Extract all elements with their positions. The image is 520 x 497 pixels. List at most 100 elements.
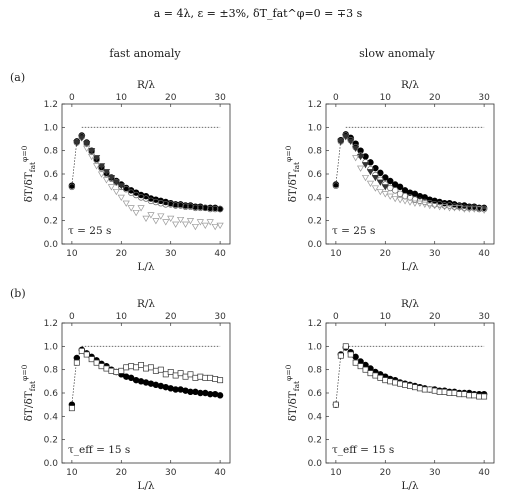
- data-point: [377, 374, 384, 381]
- x-axis-label: L/λ: [137, 261, 155, 273]
- data-point: [103, 365, 110, 372]
- data-point: [347, 138, 355, 146]
- data-point: [132, 209, 140, 217]
- data-point: [342, 134, 350, 141]
- x-tick-label: 30: [429, 468, 441, 478]
- top-x-axis-label: R/λ: [401, 298, 419, 310]
- y-axis-label: δT/δTfatφ=0: [284, 364, 301, 421]
- data-point: [460, 206, 468, 213]
- x-tick-label: 30: [165, 249, 177, 259]
- data-point: [192, 204, 199, 212]
- data-point: [162, 201, 170, 208]
- top-x-tick-label: 10: [380, 93, 392, 103]
- data-point: [152, 218, 160, 225]
- data-point: [396, 183, 404, 191]
- y-tick-label: 0.4: [308, 412, 323, 422]
- data-point: [480, 207, 488, 214]
- panels-group: 0.0 0.2 0.4 0.6 0.8 1.0 1.2 10 20 30 40 0 10 20 30 L/λ R…: [20, 79, 495, 492]
- data-point: [401, 198, 409, 205]
- data-point: [172, 202, 179, 209]
- series-filled-triangle-down: [337, 134, 389, 191]
- plot-frame: [325, 103, 495, 245]
- data-point: [108, 367, 115, 374]
- top-x-tick-label: 0: [69, 312, 75, 322]
- data-point: [387, 177, 394, 185]
- top-x-axis-label: R/λ: [401, 79, 419, 91]
- data-point: [167, 215, 175, 223]
- data-point: [381, 191, 389, 198]
- data-point: [92, 163, 101, 170]
- y-tick-label: 1.0: [308, 342, 323, 352]
- data-point: [102, 169, 111, 176]
- data-point: [411, 200, 419, 207]
- top-x-tick-label: 30: [478, 93, 490, 103]
- data-point: [392, 379, 399, 386]
- x-axis-label: L/λ: [401, 480, 419, 492]
- data-point: [187, 203, 194, 210]
- data-point: [431, 202, 439, 210]
- series-open-square: [332, 343, 488, 408]
- series-filled-circle: [332, 131, 488, 212]
- data-point: [202, 374, 209, 381]
- series-connector: [71, 349, 83, 405]
- series-open-triangle-down: [83, 145, 224, 231]
- data-point: [382, 377, 389, 384]
- x-tick-label: 10: [66, 468, 78, 478]
- data-point: [138, 362, 145, 368]
- x-tick-label: 10: [330, 468, 342, 478]
- data-point: [123, 364, 130, 371]
- y-tick-label: 0.8: [44, 366, 59, 376]
- data-point: [381, 184, 389, 191]
- data-point: [216, 392, 224, 399]
- data-point: [157, 213, 165, 220]
- data-point: [461, 391, 468, 398]
- x-axis-label: L/λ: [401, 261, 419, 273]
- data-point: [456, 391, 463, 398]
- data-point: [361, 174, 370, 182]
- y-tick-label: 0.8: [308, 366, 323, 376]
- data-point: [332, 401, 339, 408]
- data-point: [78, 135, 86, 142]
- data-point: [332, 182, 340, 189]
- series-open-square: [68, 348, 224, 412]
- data-point: [93, 359, 100, 366]
- data-point: [391, 187, 399, 194]
- y-tick-label: 0.4: [44, 193, 59, 203]
- data-point: [196, 219, 204, 226]
- data-point: [83, 145, 91, 153]
- data-point: [387, 378, 394, 385]
- top-x-tick-label: 0: [69, 93, 75, 103]
- x-tick-label: 20: [380, 468, 392, 478]
- x-tick-label: 10: [66, 249, 78, 259]
- data-point: [391, 195, 399, 203]
- data-point: [83, 351, 90, 358]
- y-tick-label: 1.2: [44, 319, 58, 329]
- data-point: [197, 373, 204, 380]
- data-point: [216, 205, 224, 213]
- data-point: [88, 153, 96, 161]
- data-point: [357, 363, 364, 370]
- data-point: [197, 204, 204, 212]
- column-header-fast: fast anomaly: [109, 47, 181, 60]
- x-tick-label: 10: [330, 249, 342, 259]
- data-point: [177, 370, 184, 377]
- data-point: [118, 367, 125, 374]
- data-point: [445, 205, 454, 212]
- data-point: [172, 372, 179, 379]
- data-point: [450, 205, 459, 212]
- x-tick-label: 40: [214, 468, 226, 478]
- data-point: [162, 219, 170, 226]
- data-point: [411, 384, 418, 391]
- data-point: [416, 385, 423, 392]
- data-point: [176, 216, 185, 224]
- panel-b-fast: 0.0 0.2 0.4 0.6 0.8 1.0 1.2 10 20 30 40 0 10 20 30 L/λ R…: [20, 298, 231, 492]
- data-point: [366, 169, 375, 176]
- y-tick-label: 0.2: [308, 436, 322, 446]
- tau-annotation: τ_eff = 15 s: [332, 444, 394, 456]
- data-point: [97, 163, 106, 170]
- data-point: [352, 145, 360, 153]
- data-point: [112, 179, 120, 186]
- data-point: [122, 185, 130, 193]
- y-axis-label: δT/δTfatφ=0: [284, 145, 301, 202]
